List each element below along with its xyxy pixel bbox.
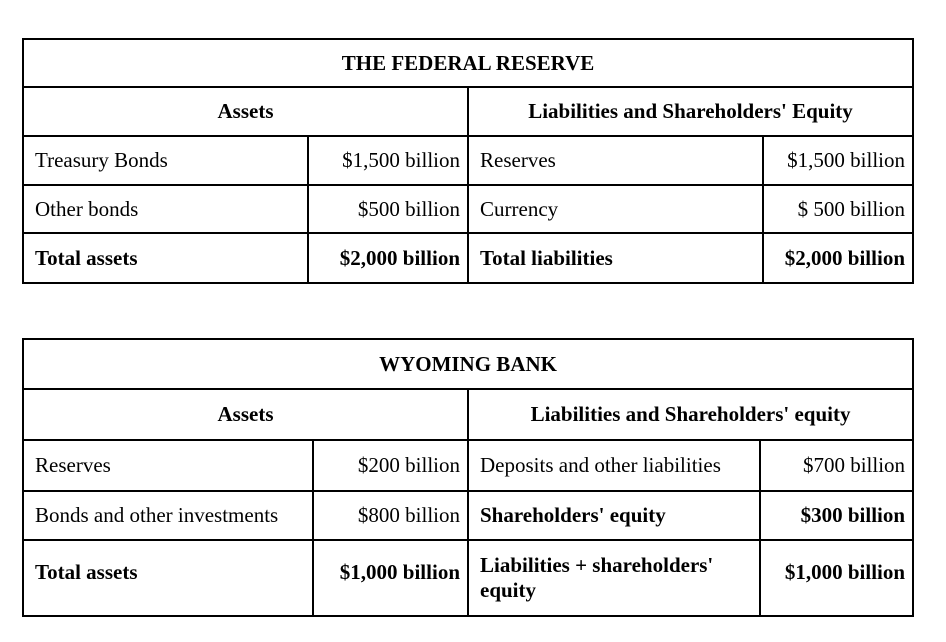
fed-total-liabilities-value: $2,000 billion [762, 232, 914, 284]
wyo-total-assets-label: Total assets [22, 539, 314, 617]
fed-row-treasury-bonds: Treasury Bonds $1,500 billion Reserves $… [22, 135, 914, 186]
federal-reserve-balance-sheet: THE FEDERAL RESERVE Assets Liabilities a… [22, 38, 914, 284]
wyo-reserves-value: $200 billion [312, 439, 469, 492]
liabilities-plus-equity-label: Liabilities + shareholders' equity [467, 539, 761, 617]
fed-assets-header: Assets [22, 86, 469, 137]
fed-row-totals: Total assets $2,000 billion Total liabil… [22, 232, 914, 284]
other-bonds-value: $500 billion [307, 184, 469, 234]
wyo-row-reserves: Reserves $200 billion Deposits and other… [22, 439, 915, 492]
fed-row-other-bonds: Other bonds $500 billion Currency $ 500 … [22, 184, 914, 234]
fed-total-assets-value: $2,000 billion [307, 232, 469, 284]
fed-liabilities-header: Liabilities and Shareholders' Equity [467, 86, 914, 137]
bonds-investments-label: Bonds and other investments [22, 490, 314, 541]
wyo-row-bonds-investments: Bonds and other investments $800 billion… [22, 490, 915, 541]
currency-label: Currency [467, 184, 764, 234]
fed-total-liabilities-label: Total liabilities [467, 232, 764, 284]
wyo-header-row: Assets Liabilities and Shareholders' equ… [22, 388, 915, 441]
liabilities-plus-equity-value: $1,000 billion [758, 539, 915, 617]
wyo-reserves-label: Reserves [22, 439, 314, 492]
other-bonds-label: Other bonds [22, 184, 309, 234]
treasury-bonds-value: $1,500 billion [307, 135, 469, 186]
wyo-liabilities-header: Liabilities and Shareholders' equity [466, 388, 915, 441]
wyoming-bank-title: WYOMING BANK [21, 338, 915, 390]
deposits-value: $700 billion [758, 439, 915, 492]
wyo-row-totals: Total assets $1,000 billion Liabilities … [22, 539, 915, 617]
federal-reserve-title: THE FEDERAL RESERVE [22, 38, 914, 88]
wyo-assets-header: Assets [22, 388, 469, 441]
deposits-label: Deposits and other liabilities [467, 439, 761, 492]
fed-reserves-value: $1,500 billion [762, 135, 914, 186]
fed-total-assets-label: Total assets [22, 232, 309, 284]
fed-reserves-label: Reserves [467, 135, 764, 186]
shareholders-equity-label: Shareholders' equity [467, 490, 761, 541]
bonds-investments-value: $800 billion [312, 490, 469, 541]
wyo-title-row: WYOMING BANK [21, 338, 915, 390]
wyoming-bank-balance-sheet: WYOMING BANK Assets Liabilities and Shar… [21, 338, 915, 617]
treasury-bonds-label: Treasury Bonds [22, 135, 309, 186]
currency-value: $ 500 billion [762, 184, 914, 234]
wyo-total-assets-value: $1,000 billion [312, 539, 469, 617]
fed-header-row: Assets Liabilities and Shareholders' Equ… [22, 86, 914, 137]
shareholders-equity-value: $300 billion [758, 490, 915, 541]
fed-title-row: THE FEDERAL RESERVE [22, 38, 914, 88]
